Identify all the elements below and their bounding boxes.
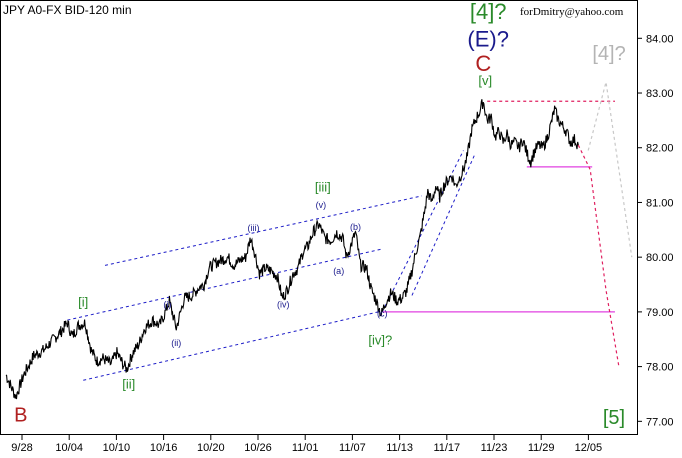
y-tick-label-4: 80.00: [646, 252, 674, 264]
y-tick-label-1: 77.00: [646, 416, 674, 428]
wave-label-sub-18: (b): [350, 222, 361, 232]
wave-label-6: [v]: [478, 73, 492, 88]
forecast-path-2: [587, 81, 633, 258]
wave-labels: B [i] [ii] [iii] [iv]? [v] [4]? (E)?C [4]? [5] (i)…: [14, 0, 626, 429]
plot-frame: [0, 0, 638, 435]
x-axis: 9/28 10/04 10/10 10/16 10/20 10/26 11/01 11/07 1…: [11, 435, 602, 454]
x-tick-label-2: 10/04: [55, 442, 83, 454]
wave-label-sub-19: (c): [377, 308, 388, 318]
support-lines: [382, 100, 615, 313]
wave-label-9: C: [475, 51, 491, 76]
wave-label-sub-13: (ii): [171, 338, 181, 348]
y-axis: 77.00 78.00 79.00 80.00 81.00 82.00 83.00 84.00: [637, 33, 674, 428]
forecast-path-1: [577, 144, 620, 367]
wave-label-2: [i]: [78, 294, 88, 309]
forecast-lines: [577, 81, 633, 367]
y-tick-label-5: 81.00: [646, 197, 674, 209]
wave-label-7: [4]?: [470, 0, 507, 24]
x-tick-label-7: 11/01: [292, 442, 319, 454]
x-tick-label-11: 11/23: [481, 442, 508, 454]
wave-label-sub-14: (iii): [248, 223, 260, 233]
wave-label-3: [ii]: [122, 376, 135, 391]
y-tick-label-6: 82.00: [646, 143, 674, 155]
wave-label-11: [5]: [603, 407, 625, 429]
chart-title: JPY A0-FX BID-120 min: [3, 3, 132, 17]
x-tick-label-12: 11/29: [528, 442, 555, 454]
x-tick-label-13: 12/05: [575, 442, 603, 454]
wave-label-1: B: [14, 404, 27, 426]
wave-label-10: [4]?: [592, 43, 625, 65]
x-tick-label-9: 11/13: [386, 442, 413, 454]
price-series-line: [5, 99, 579, 400]
wave-label-5: [iv]?: [368, 333, 392, 348]
x-tick-label-8: 11/07: [339, 442, 366, 454]
wave-label-sub-17: (a): [333, 266, 344, 276]
x-tick-label-1: 9/28: [11, 442, 32, 454]
x-tick-label-3: 10/10: [103, 442, 131, 454]
x-tick-label-6: 10/26: [244, 442, 272, 454]
copyright-note: forDmitry@yahoo.com: [520, 6, 624, 18]
y-tick-label-3: 79.00: [646, 307, 674, 319]
x-tick-label-4: 10/16: [150, 442, 178, 454]
channel-line-1: [104, 195, 422, 266]
wave-label-8: (E)?: [467, 27, 509, 52]
channel-line-3: [83, 311, 379, 381]
y-tick-label-7: 83.00: [646, 88, 674, 100]
wave-label-4: [iii]: [315, 180, 331, 195]
x-tick-label-10: 11/17: [433, 442, 460, 454]
wave-label-sub-15: (iv): [277, 300, 290, 310]
wave-label-sub-16: (v): [316, 200, 327, 210]
y-tick-label-8: 84.00: [646, 33, 674, 45]
wave-label-sub-12: (i): [163, 300, 171, 310]
x-tick-label-5: 10/20: [197, 442, 225, 454]
y-tick-label-2: 78.00: [646, 362, 674, 374]
channel-line-5: [411, 153, 476, 296]
